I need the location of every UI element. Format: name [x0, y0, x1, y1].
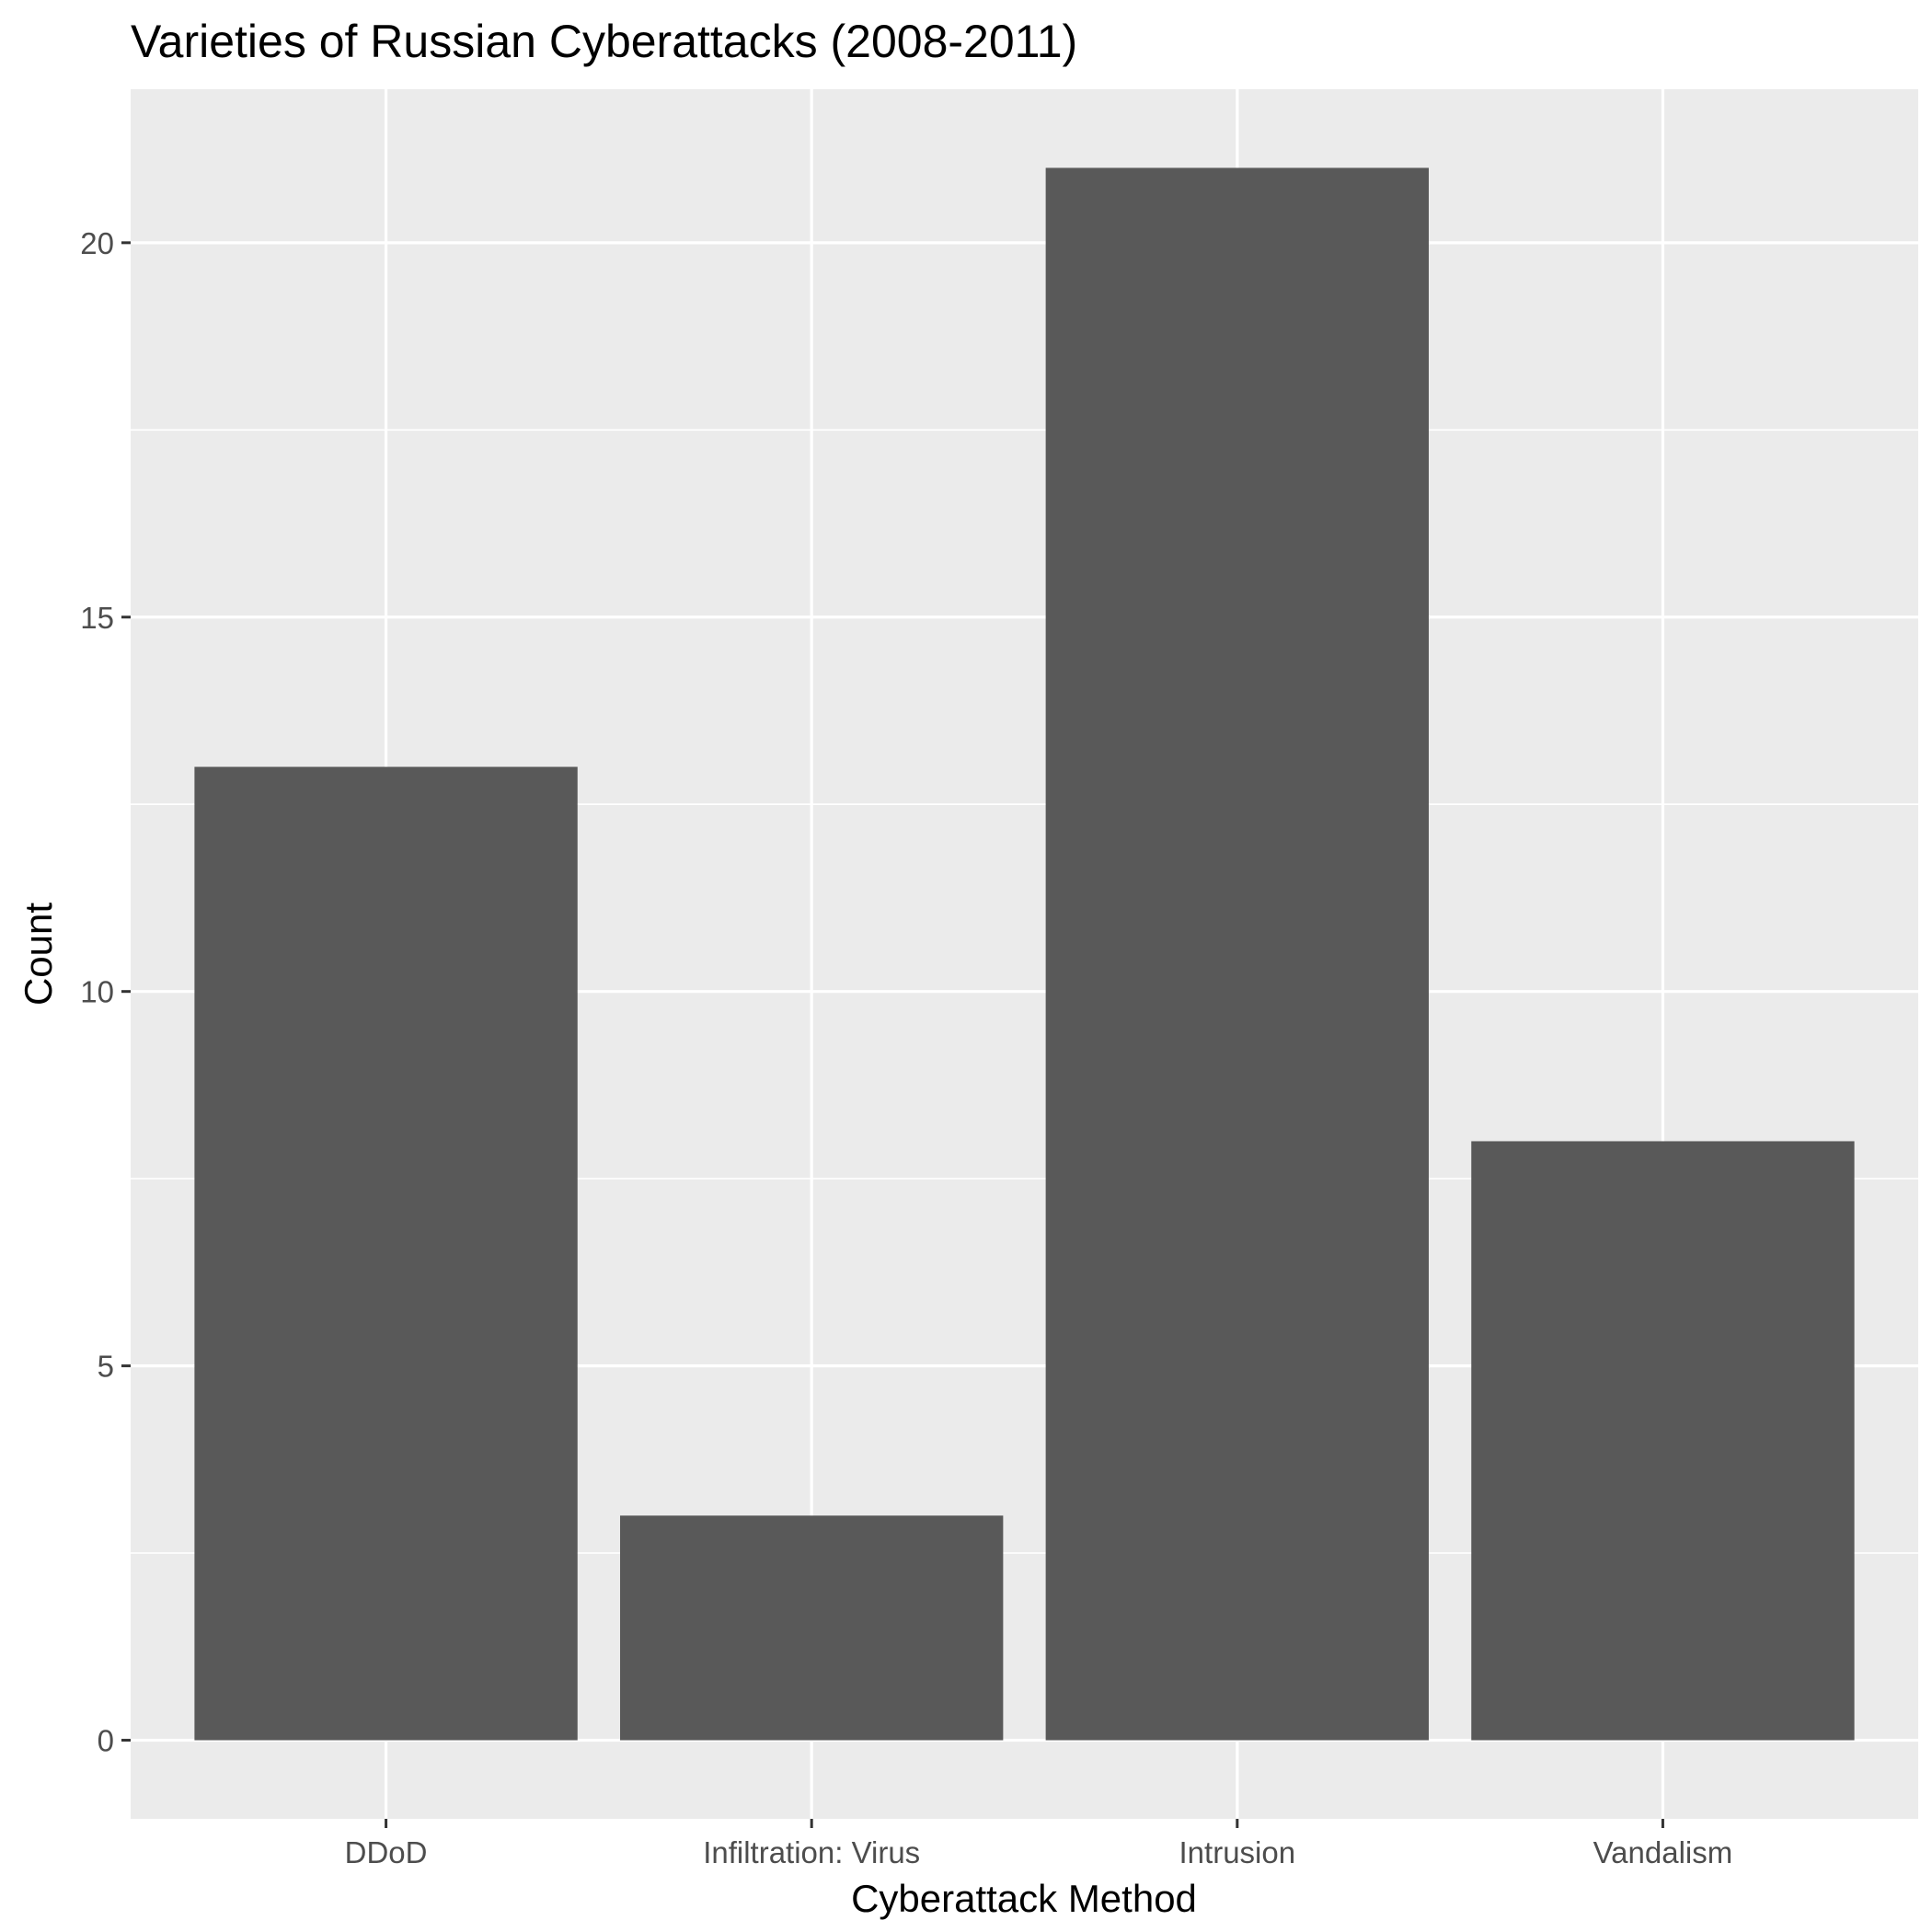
y-tick-label: 20 — [80, 226, 114, 260]
y-axis-title: Count — [17, 903, 60, 1006]
bar — [194, 766, 578, 1741]
bars — [194, 167, 1855, 1741]
y-axis: 0 5 10 15 20 — [80, 226, 131, 1758]
bar — [620, 1515, 1004, 1741]
chart-title: Varieties of Russian Cyberattacks (2008-… — [131, 16, 1077, 67]
y-tick-label: 0 — [98, 1724, 114, 1758]
y-tick-label: 5 — [98, 1350, 114, 1384]
x-tick-label: Intrusion — [1179, 1835, 1296, 1869]
x-tick-label: Infiltration: Virus — [703, 1835, 920, 1869]
x-tick-label: Vandalism — [1593, 1835, 1733, 1869]
x-axis: DDoD Infiltration: Virus Intrusion Vandalis… — [345, 1819, 1733, 1869]
x-axis-title: Cyberattack Method — [851, 1877, 1197, 1920]
y-tick-label: 10 — [80, 975, 114, 1009]
y-tick-label: 15 — [80, 601, 114, 635]
x-tick-label: DDoD — [345, 1835, 428, 1869]
bar — [1471, 1141, 1855, 1741]
bar — [1045, 167, 1429, 1741]
